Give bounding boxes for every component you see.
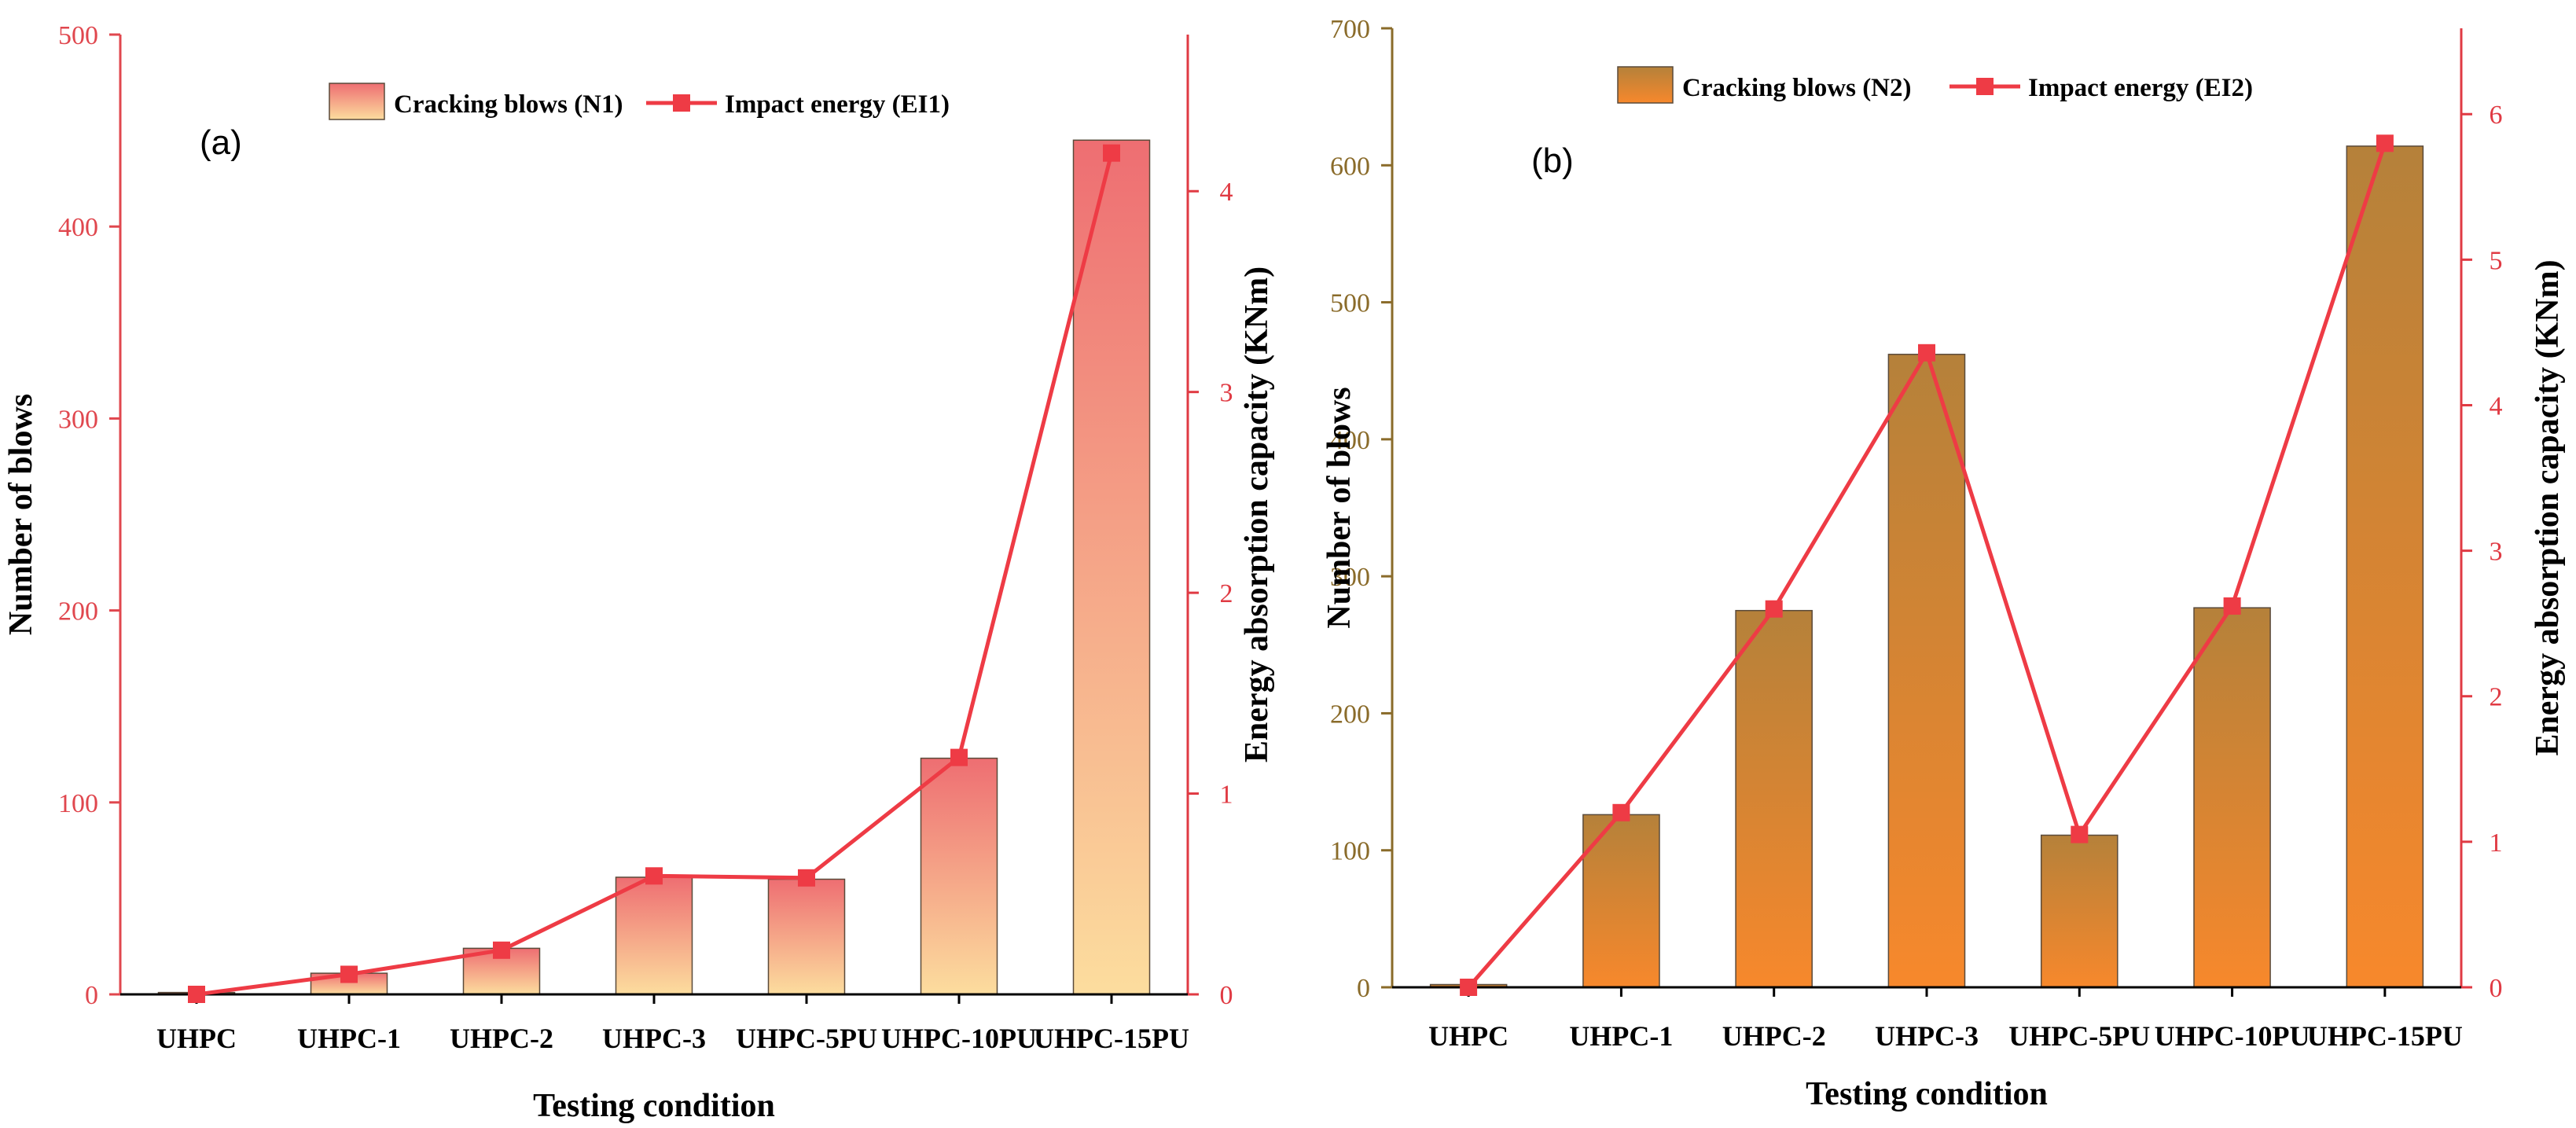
left-tick-label: 100	[1330, 837, 1370, 866]
x-axis-title: Testing condition	[533, 1088, 775, 1124]
bar-uhpc-3	[615, 876, 693, 995]
x-tick-label: UHPC-3	[602, 1023, 706, 1054]
x-tick-label: UHPC-1	[297, 1023, 401, 1054]
left-tick-label: 200	[1330, 700, 1370, 729]
left-tick-label: 0	[85, 981, 98, 1010]
panel-label: (a)	[200, 123, 242, 162]
right-tick-label: 4	[2490, 391, 2503, 421]
right-tick-label: 6	[2490, 101, 2503, 130]
left-tick-label: 300	[58, 405, 98, 434]
left-tick-label: 300	[1330, 563, 1370, 592]
bar-uhpc-5pu	[767, 878, 846, 995]
impact-energy-point	[2223, 597, 2241, 615]
impact-energy-point	[188, 986, 205, 1003]
x-tick-label: UHPC-10PU	[2155, 1020, 2310, 1052]
impact-energy-point	[493, 941, 510, 959]
right-tick-label: 1	[1220, 781, 1233, 810]
bar-uhpc-15pu	[1072, 139, 1151, 995]
panel-b: 0 100 200 300 400 500 600 700 0 1 2 3 4 5 6 UHPC UHPC-1 U…	[1321, 15, 2566, 1112]
left-tick-label: 400	[1330, 426, 1370, 455]
legend-line-label: Impact energy (EI2)	[2028, 74, 2253, 102]
impact-energy-point	[1918, 344, 1935, 362]
impact-energy-point	[2071, 825, 2089, 843]
legend-line-marker	[673, 94, 690, 112]
right-tick-label: 1	[2490, 829, 2503, 858]
legend-line-marker	[1976, 78, 1994, 95]
x-tick-label: UHPC-2	[450, 1023, 553, 1054]
legend-line-label: Impact energy (EI1)	[725, 90, 950, 119]
x-tick-label: UHPC-2	[1722, 1020, 1826, 1052]
bar-uhpc-10pu	[920, 757, 998, 995]
legend: Cracking blows (N2) Impact energy (EI2)	[1617, 66, 2253, 104]
right-tick-label: 3	[1220, 379, 1233, 408]
left-tick-label: 0	[1357, 974, 1370, 1003]
panel-a: 0 100 200 300 400 500 0 1 2 3 4 UHPC UHPC-1 UHPC-2 UHP…	[3, 21, 1275, 1124]
bar-uhpc-15pu	[2346, 145, 2424, 988]
x-tick-label: UHPC-15PU	[1034, 1023, 1189, 1054]
legend-bar-swatch	[1617, 66, 1674, 104]
y-right-axis-title: Energy absorption capacity (KNm)	[2530, 259, 2566, 755]
left-tick-label: 600	[1330, 152, 1370, 181]
impact-energy-point	[1612, 803, 1630, 821]
legend-bar-swatch	[329, 83, 385, 120]
x-tick-label: UHPC-15PU	[2307, 1020, 2463, 1052]
y-axis-title: Number of blows	[3, 394, 39, 635]
right-tick-label: 2	[1220, 579, 1233, 608]
bar-uhpc-3	[1887, 354, 1966, 988]
left-tick-label: 200	[58, 597, 98, 626]
x-tick-label: UHPC-3	[1875, 1020, 1979, 1052]
impact-energy-point	[1460, 979, 1478, 996]
x-tick-label: UHPC-5PU	[736, 1023, 877, 1054]
legend: Cracking blows (N1) Impact energy (EI1)	[329, 83, 950, 120]
left-tick-label: 500	[58, 21, 98, 50]
bar-uhpc-5pu	[2040, 834, 2118, 988]
impact-energy-point	[1765, 600, 1783, 618]
right-tick-label: 2	[2490, 683, 2503, 712]
x-tick-label: UHPC	[156, 1023, 237, 1054]
y-axis-title: Number of blows	[1321, 387, 1358, 628]
left-tick-label: 500	[1330, 289, 1370, 318]
impact-energy-point	[798, 869, 815, 887]
x-axis-title: Testing condition	[1806, 1076, 2048, 1112]
left-tick-label: 100	[58, 789, 98, 818]
right-tick-label: 5	[2490, 246, 2503, 275]
left-tick-label: 700	[1330, 15, 1370, 44]
impact-energy-point	[1103, 144, 1120, 162]
impact-energy-point	[950, 748, 968, 766]
legend-bar-label: Cracking blows (N2)	[1682, 74, 1912, 102]
x-tick-label: UHPC-1	[1569, 1020, 1673, 1052]
right-tick-label: 3	[2490, 538, 2503, 567]
impact-energy-point	[645, 867, 663, 885]
x-tick-label: UHPC	[1428, 1020, 1508, 1052]
impact-energy-point	[340, 965, 358, 983]
panel-label: (b)	[1531, 141, 1574, 180]
impact-energy-point	[2376, 134, 2394, 152]
x-tick-label: UHPC-10PU	[881, 1023, 1037, 1054]
right-tick-label: 0	[2490, 974, 2503, 1003]
bar-uhpc-2	[1735, 609, 1813, 988]
bar-uhpc-10pu	[2193, 607, 2271, 988]
x-tick-label: UHPC-5PU	[2008, 1020, 2150, 1052]
legend-bar-label: Cracking blows (N1)	[394, 90, 623, 119]
y-right-axis-title: Energy absorption capacity (KNm)	[1239, 266, 1275, 762]
right-tick-label: 4	[1220, 178, 1233, 207]
right-tick-label: 0	[1220, 981, 1233, 1010]
left-tick-label: 400	[58, 213, 98, 242]
